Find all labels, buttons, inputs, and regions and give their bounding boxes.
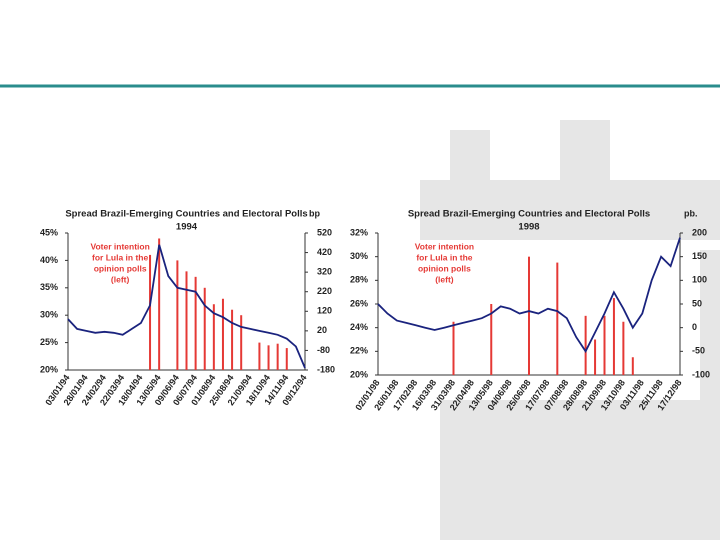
poll-bar <box>612 298 615 375</box>
y-tick-label: 26% <box>350 298 368 308</box>
y2-tick-label: 520 <box>317 227 332 237</box>
poll-bar <box>267 345 270 370</box>
spread-line <box>377 237 681 354</box>
y2-tick-label: 420 <box>317 247 332 257</box>
poll-bar <box>603 315 606 375</box>
poll-bar <box>231 309 234 370</box>
y2-tick-label: -100 <box>692 369 710 379</box>
poll-bar <box>194 276 197 370</box>
y2-tick-label: -50 <box>692 346 705 356</box>
annotation: Voter intention <box>90 241 149 251</box>
y2-tick-label: 100 <box>692 275 707 285</box>
poll-bar <box>158 238 161 370</box>
y-tick-label: 20% <box>350 369 368 379</box>
poll-bar <box>490 304 493 375</box>
annotation: opinion polls <box>94 263 147 273</box>
watermark <box>420 120 720 540</box>
y2-tick-label: 50 <box>692 298 702 308</box>
y2-tick-label: 200 <box>692 227 707 237</box>
y2-tick-label: 120 <box>317 306 332 316</box>
poll-bar <box>556 262 559 375</box>
annotation: for Lula in the <box>92 252 148 262</box>
annotation: (left) <box>111 274 130 284</box>
chart-title: Spread Brazil-Emerging Countries and Ele… <box>408 209 650 220</box>
y2-tick-label: -180 <box>317 364 335 374</box>
y-tick-label: 20% <box>40 364 58 374</box>
y2-tick-label: 320 <box>317 267 332 277</box>
y2-tick-label: 220 <box>317 286 332 296</box>
poll-bar <box>594 339 597 375</box>
poll-bar <box>185 271 188 370</box>
annotation: (left) <box>435 274 454 284</box>
y-tick-label: 22% <box>350 346 368 356</box>
poll-bar <box>452 321 455 375</box>
poll-bar <box>149 254 152 370</box>
y-tick-label: 25% <box>40 337 58 347</box>
y2-axis-label: bp <box>309 208 320 218</box>
y-tick-label: 40% <box>40 255 58 265</box>
y2-tick-label: -80 <box>317 345 330 355</box>
poll-bar <box>240 315 243 370</box>
annotation: Voter intention <box>415 241 474 251</box>
poll-bar <box>631 357 634 375</box>
poll-bar <box>285 348 288 370</box>
spread-line <box>67 244 306 369</box>
chart-subtitle: 1994 <box>176 222 198 233</box>
annotation: opinion polls <box>418 263 471 273</box>
annotation: for Lula in the <box>416 252 472 262</box>
y-tick-label: 30% <box>40 310 58 320</box>
chart-title: Spread Brazil-Emerging Countries and Ele… <box>65 209 307 220</box>
y-tick-label: 45% <box>40 227 58 237</box>
chart-subtitle: 1998 <box>518 222 539 233</box>
y-tick-label: 30% <box>350 251 368 261</box>
poll-bar <box>528 256 530 375</box>
poll-bar <box>276 343 279 370</box>
y-tick-label: 32% <box>350 227 368 237</box>
y2-tick-label: 0 <box>692 322 697 332</box>
y-tick-label: 28% <box>350 275 368 285</box>
poll-bar <box>221 298 224 370</box>
poll-bar <box>622 321 625 375</box>
y2-axis-label: pb. <box>684 208 698 218</box>
y2-tick-label: 150 <box>692 251 707 261</box>
poll-bar <box>258 342 261 370</box>
poll-bar <box>176 260 179 370</box>
y-tick-label: 24% <box>350 322 368 332</box>
y-tick-label: 35% <box>40 282 58 292</box>
poll-bar <box>584 315 587 375</box>
poll-bar <box>212 304 215 370</box>
y2-tick-label: 20 <box>317 325 327 335</box>
poll-bar <box>203 287 206 370</box>
